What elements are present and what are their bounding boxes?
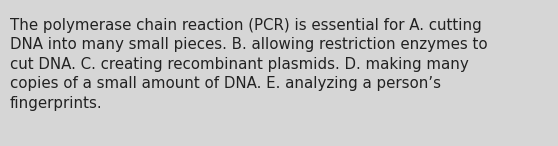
Text: The polymerase chain reaction (PCR) is essential for A. cutting
DNA into many sm: The polymerase chain reaction (PCR) is e… (10, 18, 488, 111)
